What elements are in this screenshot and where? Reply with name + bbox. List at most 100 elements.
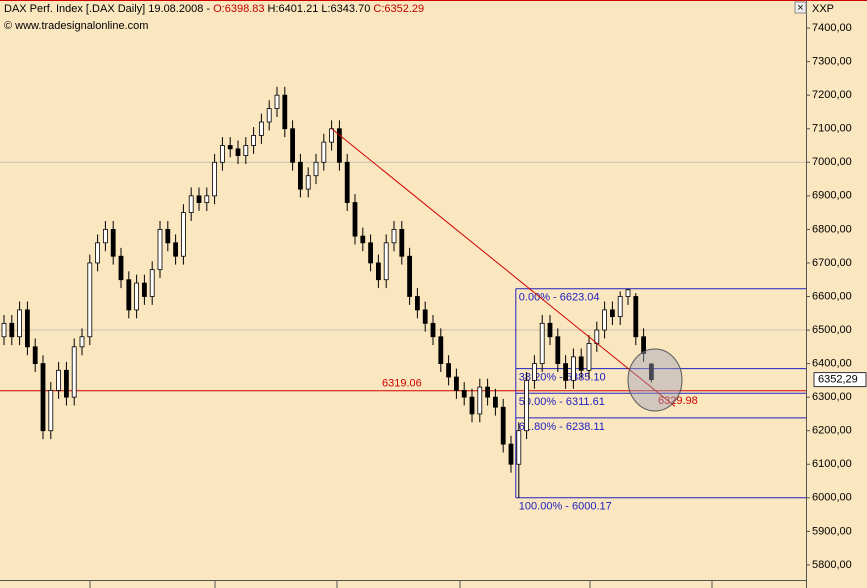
candle-body	[219, 145, 225, 163]
close-label: C:6352.29	[373, 3, 424, 15]
fib-label: 0.00% - 6623.04	[519, 292, 600, 304]
candle-body	[196, 195, 202, 203]
title: DAX Perf. Index [.DAX Daily] 19.08.2008 …	[4, 3, 210, 15]
candle-body	[274, 94, 280, 110]
candle-body	[407, 255, 413, 297]
price-tag-label: 6352,29	[818, 374, 858, 386]
candle-body	[602, 309, 607, 331]
candle-body	[610, 309, 615, 318]
candle-body	[110, 228, 116, 257]
candle-body	[399, 228, 405, 257]
candle-body	[87, 262, 93, 338]
trendline	[331, 128, 676, 407]
fib-label: 61.80% - 6238.11	[519, 421, 605, 433]
candle-body	[547, 322, 553, 338]
candle-body	[625, 289, 631, 297]
header: DAX Perf. Index [.DAX Daily] 19.08.2008 …	[4, 3, 424, 15]
candle-body	[9, 322, 15, 338]
candle-body	[235, 148, 241, 156]
candle-body	[633, 296, 639, 338]
candle-body	[555, 336, 561, 364]
y-tick-label: 7200,00	[812, 89, 852, 101]
candle-body	[1, 322, 7, 338]
candle-body	[532, 363, 537, 381]
candle-body	[368, 242, 374, 264]
candle-body	[375, 262, 381, 281]
y-tick-label: 5800,00	[812, 559, 852, 571]
candle-body	[71, 346, 77, 398]
candle-body	[188, 195, 194, 214]
candle-body	[344, 161, 350, 203]
candle-body	[485, 386, 491, 398]
candle-body	[422, 309, 428, 324]
high-label: H:6401.21	[268, 3, 319, 15]
candle-body	[56, 369, 61, 391]
y-tick-label: 6700,00	[812, 257, 852, 269]
y-tick-label: 7300,00	[812, 56, 852, 68]
plot-area: 6319.06 0.00% - 6623.04 38.20% - 6385.10 50…	[0, 86, 806, 513]
close-icon: ×	[797, 2, 803, 14]
candle-body	[297, 161, 303, 190]
support-label: 6319.06	[382, 378, 422, 390]
candle-body	[321, 141, 327, 163]
candle-body	[290, 128, 296, 163]
candle-body	[492, 396, 498, 408]
axis-label: XXP	[812, 3, 834, 15]
x-axis-ticks	[89, 580, 713, 588]
candle-body	[313, 161, 319, 177]
candle-body	[430, 322, 436, 338]
candle-body	[95, 242, 100, 264]
y-tick-label: 6300,00	[812, 391, 852, 403]
y-tick-label: 6900,00	[812, 190, 852, 202]
close-button[interactable]	[794, 1, 807, 14]
candle-body	[391, 228, 397, 244]
candle-body	[118, 255, 124, 281]
candle-body	[24, 309, 30, 348]
candle-body	[141, 282, 147, 297]
candle-body	[17, 309, 23, 338]
candle-body	[134, 282, 140, 311]
candle-body	[212, 161, 218, 197]
y-tick-label: 6000,00	[812, 492, 852, 504]
candle-body	[103, 228, 108, 244]
candle-body	[266, 108, 272, 123]
price-tag	[813, 372, 867, 388]
y-tick-label: 6200,00	[812, 425, 852, 437]
candle-body	[165, 228, 171, 244]
candle-body	[251, 135, 257, 146]
open-label: O:6398.83	[213, 3, 264, 15]
y-tick-label: 6800,00	[812, 223, 852, 235]
candle-body	[64, 369, 69, 398]
candle-body	[508, 443, 514, 465]
candle-body	[126, 279, 132, 311]
y-tick-label: 5900,00	[812, 525, 852, 537]
candle-body	[79, 336, 85, 348]
candle-body	[360, 235, 366, 244]
candle-body	[32, 346, 38, 364]
candle-body	[383, 242, 389, 281]
candle-body	[48, 390, 54, 432]
candle-body	[204, 195, 210, 203]
source: © www.tradesignalonline.com	[4, 20, 148, 32]
candle-body	[649, 363, 654, 381]
candle-body	[180, 212, 186, 257]
candle-body	[617, 296, 623, 318]
candle-body	[578, 356, 584, 371]
fib-label: 100.00% - 6000.17	[519, 501, 612, 513]
candle-body	[157, 228, 163, 271]
y-tick-label: 6100,00	[812, 458, 852, 470]
candle-body	[227, 145, 233, 150]
y-tick-label: 6600,00	[812, 290, 852, 302]
candle-body	[469, 396, 475, 415]
candle-body	[539, 322, 545, 364]
candle-body	[352, 202, 358, 237]
candle-body	[586, 343, 592, 371]
candle-body	[329, 128, 335, 143]
candle-body	[641, 336, 646, 354]
candle-body	[477, 386, 483, 415]
candle-body	[282, 94, 288, 130]
y-tick-label: 7100,00	[812, 123, 852, 135]
candle-body	[243, 145, 249, 156]
candle-body	[414, 296, 420, 311]
